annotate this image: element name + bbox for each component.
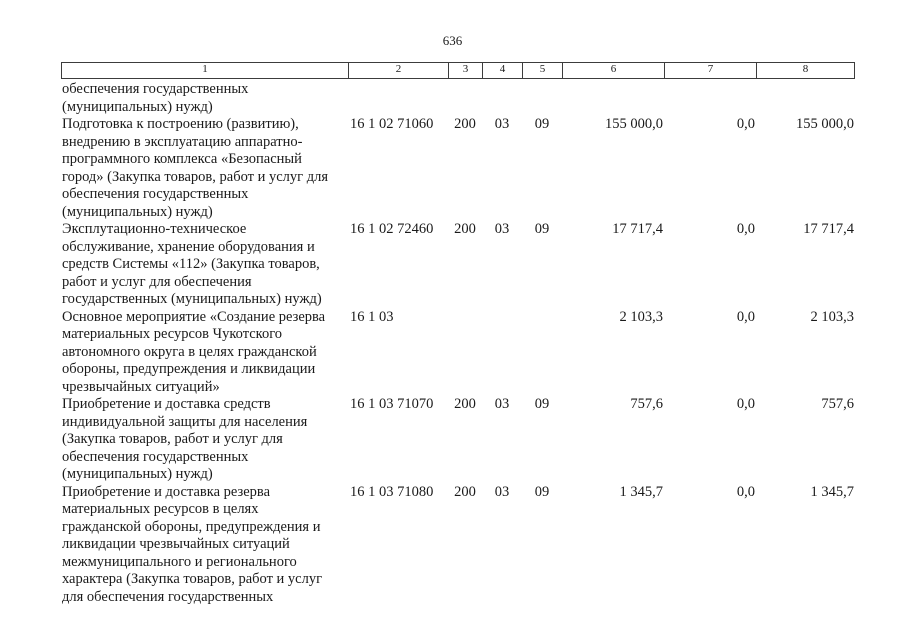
column-header-1: 1 [62, 63, 349, 78]
column-header-2: 2 [349, 63, 449, 78]
total-amount-cell: 2 103,3 [619, 308, 664, 325]
table-row: Подготовка к построению (развитию), внед… [61, 116, 855, 221]
table-row: Эксплутационно-техническое обслуживание,… [61, 221, 855, 309]
expense-type-cell: 200 [454, 221, 476, 237]
target-article-code-cell: 16 1 02 72460 [350, 221, 434, 237]
section-cell: 03 [494, 116, 510, 132]
column-header-7: 7 [665, 63, 757, 78]
program-name-cell: Подготовка к построению (развитию), внед… [62, 116, 329, 220]
table-row: Основное мероприятие «Создание резерва м… [61, 309, 855, 397]
column-header-8: 8 [802, 63, 809, 75]
district-amount-cell: 1 345,7 [810, 483, 855, 500]
federal-amount-cell: 0,0 [736, 308, 755, 325]
expense-type-cell: 200 [454, 483, 476, 500]
total-amount-cell: 17 717,4 [612, 221, 663, 237]
subsection-cell: 09 [534, 483, 550, 500]
program-name-cell: обеспечения государственных (муниципальн… [62, 81, 249, 115]
column-header-5: 5 [523, 63, 563, 78]
program-name-cell: Эксплутационно-техническое обслуживание,… [62, 221, 322, 307]
federal-amount-cell: 0,0 [736, 396, 755, 412]
table-row: обеспечения государственных (муниципальн… [61, 81, 855, 116]
target-article-code-cell: 16 1 03 [350, 308, 394, 325]
district-amount-cell: 17 717,4 [803, 221, 854, 237]
federal-amount-cell: 0,0 [736, 221, 755, 237]
federal-amount-cell: 0,0 [736, 116, 755, 132]
page-number: 636 [442, 33, 463, 48]
program-name-cell: Приобретение и доставка средств индивиду… [62, 396, 308, 482]
section-cell: 03 [494, 396, 510, 412]
district-amount-cell: 2 103,3 [810, 308, 855, 325]
table-row: Приобретение и доставка средств индивиду… [61, 396, 855, 484]
table-row: Приобретение и доставка резерва материал… [61, 484, 855, 607]
district-amount-cell: 155 000,0 [796, 116, 854, 132]
subsection-cell: 09 [534, 221, 550, 237]
expense-type-cell: 200 [454, 396, 476, 412]
target-article-code-cell: 16 1 03 71070 [350, 396, 434, 412]
table-body: обеспечения государственных (муниципальн… [61, 81, 855, 606]
table-header-row: 1 2 3 4 5 6 7 8 [61, 62, 855, 79]
section-cell: 03 [494, 483, 510, 500]
total-amount-cell: 155 000,0 [605, 116, 663, 132]
target-article-code-cell: 16 1 02 71060 [350, 116, 434, 132]
subsection-cell: 09 [534, 116, 550, 132]
column-header-6: 6 [563, 63, 665, 78]
expense-type-cell: 200 [454, 116, 476, 132]
district-amount-cell: 757,6 [821, 396, 854, 412]
target-article-code-cell: 16 1 03 71080 [350, 483, 434, 500]
federal-amount-cell: 0,0 [736, 483, 755, 500]
program-name-cell: Приобретение и доставка резерва материал… [62, 483, 323, 605]
budget-table: 1 2 3 4 5 6 7 8 обеспечения государствен… [61, 62, 855, 606]
program-name-cell: Основное мероприятие «Создание резерва м… [62, 308, 326, 395]
column-header-4: 4 [483, 63, 523, 78]
column-header-3: 3 [449, 63, 483, 78]
section-cell: 03 [494, 221, 510, 237]
total-amount-cell: 757,6 [630, 396, 663, 412]
total-amount-cell: 1 345,7 [619, 483, 664, 500]
subsection-cell: 09 [534, 396, 550, 412]
